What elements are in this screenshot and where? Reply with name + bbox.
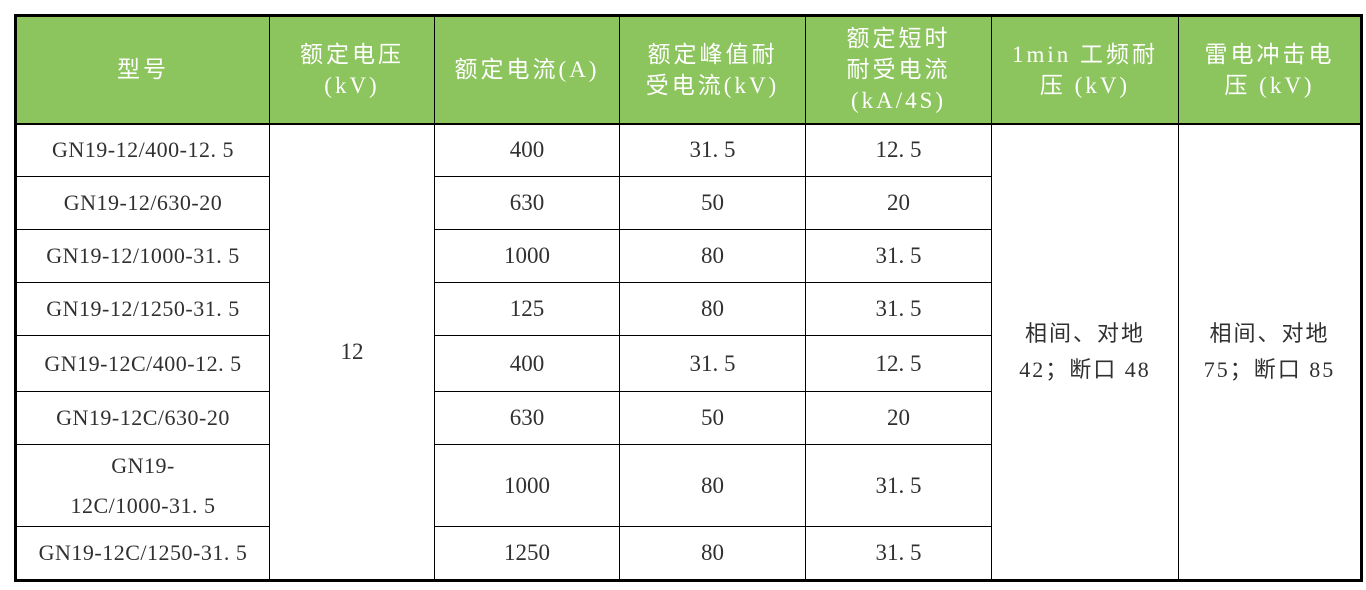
table-header: 型号 额定电压 (kV) 额定电流(A) 额定峰值耐 受电流(kV) 额定短时 …	[15, 15, 1362, 125]
short-time-current-cell: 31. 5	[805, 282, 992, 336]
rated-current-cell: 125	[434, 282, 620, 336]
header-cell-peak-withstand-current: 额定峰值耐 受电流(kV)	[619, 15, 806, 125]
peak-current-cell: 80	[619, 282, 806, 336]
rated-current-cell: 400	[434, 335, 620, 392]
merged-lightning-impulse-cell: 相间、对地 75；断口 85	[1178, 123, 1362, 581]
rated-current-cell: 630	[434, 176, 620, 230]
merged-power-frequency-cell: 相间、对地 42；断口 48	[991, 123, 1179, 581]
header-cell-model: 型号	[15, 15, 270, 125]
table-row: GN19-12C/1250-31. 5 1250 80 31. 5	[15, 526, 1362, 581]
header-cell-short-time-withstand-current: 额定短时 耐受电流 (kA/4S)	[805, 15, 992, 125]
model-cell: GN19-12/1250-31. 5	[15, 282, 270, 336]
table-body: GN19-12/400-12. 5 12 400 31. 5 12. 5 相间、…	[15, 123, 1362, 581]
peak-current-cell: 80	[619, 444, 806, 527]
peak-current-cell: 31. 5	[619, 335, 806, 392]
rated-current-cell: 1250	[434, 526, 620, 581]
peak-current-cell: 50	[619, 176, 806, 230]
merged-rated-voltage-cell: 12	[269, 123, 435, 581]
rated-current-cell: 1000	[434, 229, 620, 283]
table-row: GN19-12/400-12. 5 12 400 31. 5 12. 5 相间、…	[15, 123, 1362, 581]
peak-current-cell: 80	[619, 229, 806, 283]
rated-current-cell: 400	[434, 123, 620, 177]
model-cell: GN19-12C/400-12. 5	[15, 335, 270, 392]
peak-current-cell: 50	[619, 391, 806, 445]
header-cell-rated-current: 额定电流(A)	[434, 15, 620, 125]
short-time-current-cell: 20	[805, 391, 992, 445]
model-cell: GN19-12C/1250-31. 5	[15, 526, 270, 581]
header-cell-rated-voltage: 额定电压 (kV)	[269, 15, 435, 125]
short-time-current-cell: 12. 5	[805, 123, 992, 177]
table-row: GN19-12/1250-31. 5 125 80 31. 5	[15, 282, 1362, 336]
short-time-current-cell: 12. 5	[805, 335, 992, 392]
header-cell-power-frequency-withstand-voltage: 1min 工频耐 压 (kV)	[991, 15, 1179, 125]
short-time-current-cell: 31. 5	[805, 229, 992, 283]
header-row: 型号 额定电压 (kV) 额定电流(A) 额定峰值耐 受电流(kV) 额定短时 …	[15, 15, 1362, 125]
model-cell: GN19- 12C/1000-31. 5	[15, 444, 270, 527]
header-cell-lightning-impulse-voltage: 雷电冲击电 压 (kV)	[1178, 15, 1362, 125]
table-row: GN19-12/630-20 630 50 20	[15, 176, 1362, 230]
peak-current-cell: 31. 5	[619, 123, 806, 177]
model-cell: GN19-12/630-20	[15, 176, 270, 230]
model-cell: GN19-12/400-12. 5	[15, 123, 270, 177]
table-row: GN19-12C/400-12. 5 400 31. 5 12. 5	[15, 335, 1362, 392]
peak-current-cell: 80	[619, 526, 806, 581]
rated-current-cell: 1000	[434, 444, 620, 527]
short-time-current-cell: 31. 5	[805, 526, 992, 581]
short-time-current-cell: 20	[805, 176, 992, 230]
table-row: GN19-12/1000-31. 5 1000 80 31. 5	[15, 229, 1362, 283]
model-cell: GN19-12/1000-31. 5	[15, 229, 270, 283]
short-time-current-cell: 31. 5	[805, 444, 992, 527]
table-row: GN19- 12C/1000-31. 5 1000 80 31. 5	[15, 444, 1362, 527]
rated-current-cell: 630	[434, 391, 620, 445]
model-cell: GN19-12C/630-20	[15, 391, 270, 445]
table-row: GN19-12C/630-20 630 50 20	[15, 391, 1362, 445]
switch-spec-table: 型号 额定电压 (kV) 额定电流(A) 额定峰值耐 受电流(kV) 额定短时 …	[14, 14, 1363, 582]
